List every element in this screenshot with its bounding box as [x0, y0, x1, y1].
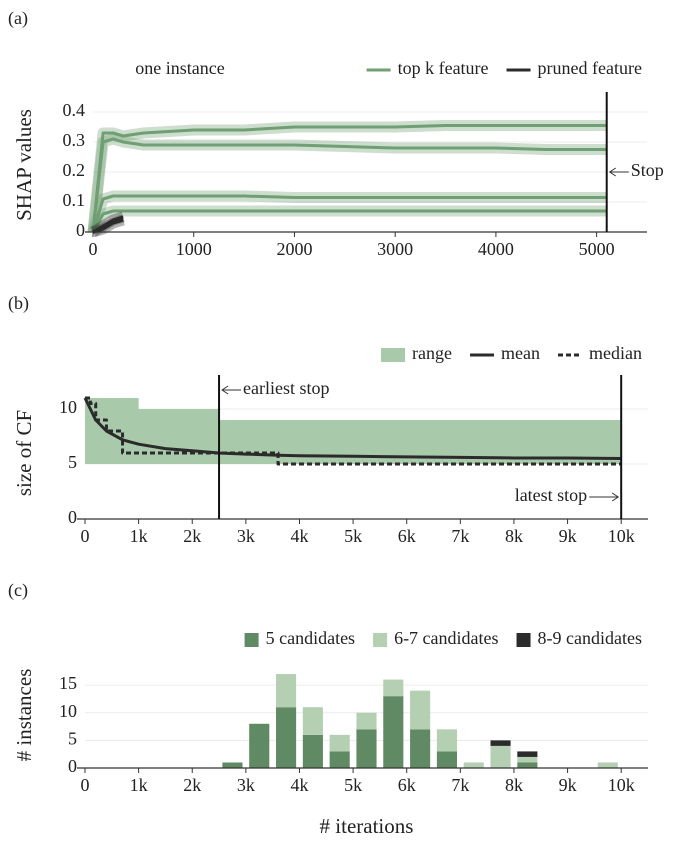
x-tick-label: 8k — [505, 775, 523, 795]
x-tick-label: 1k — [130, 775, 148, 795]
x-tick-label: 0 — [81, 775, 90, 795]
bar-segment — [356, 729, 377, 768]
y-axis-label: size of CF — [12, 410, 36, 496]
bar-segment — [597, 762, 618, 768]
y-axis-label: # instances — [12, 669, 36, 762]
bar-segment — [302, 707, 323, 735]
bar-segment — [249, 723, 270, 768]
legend-label: mean — [501, 343, 540, 363]
x-tick-label: 4k — [290, 775, 308, 795]
bar-segment — [463, 762, 484, 768]
x-tick-label: 3000 — [377, 239, 413, 259]
bar-segment — [276, 707, 297, 768]
y-tick-label: 0.3 — [63, 130, 86, 150]
x-tick-label: 2000 — [276, 239, 312, 259]
uncertainty-band — [88, 205, 607, 235]
y-tick-label: 10 — [59, 397, 77, 417]
bar-segment — [517, 751, 538, 757]
y-tick-label: 0.2 — [63, 160, 86, 180]
uncertainty-band — [87, 133, 607, 233]
y-tick-label: 0 — [68, 507, 77, 527]
bar-segment — [490, 745, 511, 768]
y-tick-label: 5 — [68, 728, 77, 748]
bar-segment — [436, 751, 457, 768]
panel-label: (a) — [8, 8, 28, 29]
bar-segment — [329, 751, 350, 768]
x-tick-label: 10k — [608, 775, 635, 795]
bar-segment — [222, 762, 243, 768]
panel-label: (c) — [8, 580, 28, 601]
y-axis-label: SHAP values — [12, 109, 36, 221]
legend-label: pruned feature — [538, 58, 642, 78]
x-tick-label: 7k — [451, 526, 469, 546]
legend-label: top k feature — [398, 58, 489, 78]
bar-segment — [517, 762, 538, 768]
x-tick-label: 0 — [89, 239, 98, 259]
bar-segment — [517, 756, 538, 763]
bar-segment — [356, 712, 377, 730]
x-tick-label: 2k — [183, 526, 201, 546]
series-line — [91, 124, 607, 233]
bar-segment — [329, 734, 350, 752]
bar-segment — [490, 740, 511, 746]
series-line — [85, 396, 622, 466]
stop-label: earliest stop — [243, 378, 329, 398]
bar-segment — [276, 674, 297, 708]
legend-swatch — [244, 633, 259, 647]
legend-swatch — [516, 633, 531, 647]
x-tick-label: 8k — [505, 526, 523, 546]
stop-label: latest stop — [515, 485, 588, 505]
x-tick-label: 10k — [608, 526, 635, 546]
legend-swatch — [381, 348, 406, 362]
x-tick-label: 5000 — [579, 239, 615, 259]
x-tick-label: 9k — [559, 526, 577, 546]
x-tick-label: 4k — [290, 526, 308, 546]
legend-label: 5 candidates — [266, 628, 355, 648]
stop-label: Stop — [631, 160, 664, 180]
x-tick-label: 3k — [237, 526, 255, 546]
series-line — [91, 209, 607, 233]
x-tick-label: 1000 — [176, 239, 212, 259]
legend-label: range — [412, 343, 452, 363]
x-tick-label: 5k — [344, 775, 362, 795]
chart-title: one instance — [135, 58, 224, 78]
arrow-head — [611, 492, 620, 502]
x-tick-label: 9k — [559, 775, 577, 795]
y-tick-label: 0.4 — [63, 100, 86, 120]
x-tick-label: 1k — [130, 526, 148, 546]
bar-segment — [302, 734, 323, 768]
y-tick-label: 0.1 — [63, 190, 86, 210]
series-line — [92, 218, 124, 234]
bar-segment — [436, 729, 457, 752]
x-axis-label: # iterations — [320, 814, 414, 838]
range-area — [85, 398, 622, 464]
arrow-head — [221, 385, 229, 395]
legend-label: 6-7 candidates — [394, 628, 498, 648]
x-tick-label: 0 — [81, 526, 90, 546]
series-line — [91, 194, 607, 233]
legend-label: median — [589, 343, 642, 363]
bar-segment — [410, 690, 431, 730]
y-tick-label: 0 — [68, 756, 77, 776]
panel-label: (b) — [8, 293, 29, 314]
x-tick-label: 5k — [344, 526, 362, 546]
x-tick-label: 7k — [451, 775, 469, 795]
y-tick-label: 0 — [76, 220, 85, 240]
y-tick-label: 15 — [59, 673, 77, 693]
bar-segment — [410, 729, 431, 768]
x-tick-label: 2k — [183, 775, 201, 795]
x-tick-label: 4000 — [478, 239, 514, 259]
x-tick-label: 6k — [398, 775, 416, 795]
y-tick-label: 5 — [68, 452, 77, 472]
arrow-head — [608, 167, 616, 177]
bar-segment — [383, 696, 404, 768]
legend-swatch — [373, 633, 388, 647]
legend-label: 8-9 candidates — [538, 628, 642, 648]
series-line — [91, 137, 607, 233]
x-tick-label: 3k — [237, 775, 255, 795]
bar-segment — [383, 679, 404, 697]
y-tick-label: 10 — [59, 701, 77, 721]
x-tick-label: 6k — [398, 526, 416, 546]
